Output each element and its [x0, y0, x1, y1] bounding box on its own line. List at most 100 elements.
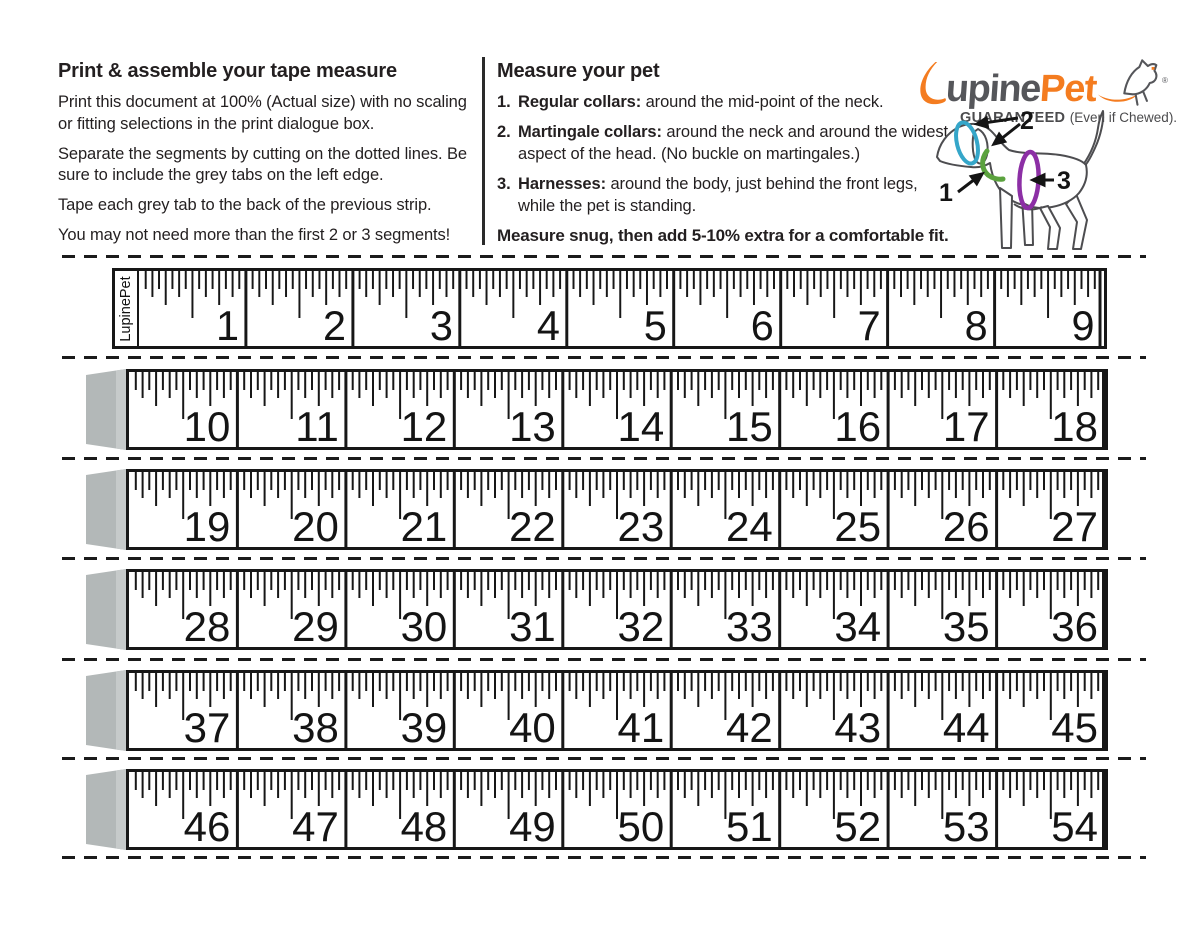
- inch-number: 39: [401, 704, 448, 748]
- item-lead: Regular collars:: [518, 93, 642, 111]
- ruler-scale: 28 29 30 31 32 33 34 35 36: [134, 572, 1105, 647]
- strip-ruler-box: 37 38 39 40 41 42 43 44 45: [126, 670, 1108, 751]
- measure-title: Measure your pet: [497, 60, 660, 82]
- ruler-scale: 46 47 48 49 50 51 52 53 54: [134, 772, 1105, 847]
- logo-upine-text: upine: [944, 68, 1042, 110]
- inch-number: 40: [509, 704, 556, 748]
- inch-number: 22: [509, 503, 556, 547]
- inch-number: 45: [1051, 704, 1098, 748]
- dog-rear-leg-far: [1065, 193, 1088, 250]
- inch-number: 49: [509, 803, 556, 847]
- inch-number: 23: [617, 503, 664, 547]
- inch-number: 52: [834, 803, 881, 847]
- inch-number: 12: [401, 403, 448, 447]
- item-text: around the body, just behind the front l…: [518, 175, 918, 215]
- item-lead: Martingale collars:: [518, 123, 662, 142]
- strip-ruler-box: 10 11 12 13 14 15 16 17 18: [126, 369, 1108, 450]
- logo-registered-mark: ®: [1161, 76, 1168, 85]
- tape-strip-5: 37 38 39 40 41 42 43 44 45: [86, 670, 1108, 751]
- inch-number: 25: [834, 503, 881, 547]
- assembly-paragraph: Separate the segments by cutting on the …: [58, 144, 468, 185]
- dog-front-leg-near: [999, 187, 1013, 249]
- logo-tagline-text: (Even if Chewed).: [1069, 110, 1178, 125]
- inch-number: 5: [644, 302, 667, 346]
- tape-strip-6: 46 47 48 49 50 51 52 53 54: [86, 769, 1108, 850]
- arrow-2b: [1000, 122, 1021, 141]
- measuring-instructions: Measure your pet 1. Regular collars: arou…: [497, 60, 949, 246]
- inch-number: 8: [965, 302, 988, 346]
- column-divider: [482, 57, 485, 245]
- inch-number: 54: [1051, 803, 1098, 847]
- tape-brand-label: LupinePet: [118, 275, 134, 342]
- inch-number: 32: [617, 603, 664, 647]
- diagram-label-2: 2: [1020, 108, 1034, 135]
- assembly-paragraph: Print this document at 100% (Actual size…: [58, 93, 467, 133]
- cut-line: [62, 658, 1146, 661]
- inch-number: 38: [292, 704, 339, 748]
- inch-number: 3: [430, 302, 453, 346]
- assembly-paragraph: You may not need more than the first 2 o…: [58, 225, 451, 244]
- logo-pet-text: Pet: [1038, 68, 1098, 110]
- inch-number: 28: [184, 603, 231, 647]
- inch-number: 31: [509, 603, 556, 647]
- ruler-scale: 19 20 21 22 23 24 25 26 27: [134, 472, 1105, 547]
- inch-number: 44: [943, 704, 990, 748]
- head-band-blue: [954, 120, 980, 166]
- item-text: around the mid-point of the neck.: [641, 93, 884, 111]
- inch-number: 24: [726, 503, 773, 547]
- inch-number: 15: [726, 403, 773, 447]
- tape-strip-2: 10 11 12 13 14 15 16 17 18: [86, 369, 1108, 450]
- grey-assembly-tab: [86, 769, 126, 850]
- strip-ruler-box: LupinePet 1 2 3 4 5 6 7 8 9: [112, 268, 1107, 349]
- inch-number: 17: [943, 403, 990, 447]
- inch-number: 27: [1051, 503, 1098, 547]
- inch-number: 34: [834, 603, 881, 647]
- inch-number: 33: [726, 603, 773, 647]
- assembly-title: Print & assemble your tape measure: [58, 60, 397, 82]
- cut-line: [62, 557, 1146, 560]
- item-text: around the neck and around the widest as…: [518, 123, 948, 163]
- inch-number: 2: [323, 302, 346, 346]
- inch-number: 43: [834, 704, 881, 748]
- arrow-2a: [985, 116, 1019, 125]
- measure-item-regular-collars: 1. Regular collars: around the mid-point …: [497, 92, 949, 113]
- inch-number: 16: [834, 403, 881, 447]
- item-number: 1.: [497, 93, 511, 111]
- logo-l-swoosh-icon: [920, 61, 946, 105]
- cut-line: [62, 255, 1146, 258]
- inch-number: 46: [184, 803, 231, 847]
- inch-number: 35: [943, 603, 990, 647]
- measure-item-martingale-collars: 2. Martingale collars: around the neck an…: [497, 122, 949, 165]
- item-lead: Harnesses:: [518, 175, 606, 194]
- inch-number: 14: [617, 403, 664, 447]
- inch-number: 53: [943, 803, 990, 847]
- logo-dog-head-icon: [1097, 59, 1158, 106]
- inch-number: 11: [295, 403, 339, 447]
- cut-line: [62, 457, 1146, 460]
- dog-rear-leg-near: [1039, 205, 1061, 250]
- inch-number: 37: [184, 704, 231, 748]
- inch-number: 48: [401, 803, 448, 847]
- inch-number: 51: [726, 803, 773, 847]
- cut-line: [62, 856, 1146, 859]
- inch-number: 10: [184, 403, 231, 447]
- cut-line: [62, 757, 1146, 760]
- tape-brand-label-cell: LupinePet: [115, 271, 139, 346]
- ruler-scale: 37 38 39 40 41 42 43 44 45: [134, 673, 1105, 748]
- tape-strip-1: LupinePet 1 2 3 4 5 6 7 8 9: [112, 268, 1107, 349]
- tape-strip-3: 19 20 21 22 23 24 25 26 27: [86, 469, 1108, 550]
- inch-number: 18: [1051, 403, 1098, 447]
- item-number: 2.: [497, 123, 511, 142]
- dog-tail: [1078, 110, 1105, 173]
- inch-number: 4: [537, 302, 560, 346]
- strip-ruler-box: 28 29 30 31 32 33 34 35 36: [126, 569, 1108, 650]
- diagram-label-1: 1: [939, 179, 953, 207]
- measure-item-harnesses: 3. Harnesses: around the body, just behin…: [497, 174, 949, 217]
- inch-number: 26: [943, 503, 990, 547]
- assembly-paragraph: Tape each grey tab to the back of the pr…: [58, 196, 432, 215]
- cut-line: [62, 356, 1146, 359]
- arrow-1: [957, 177, 976, 194]
- inch-number: 47: [292, 803, 339, 847]
- item-number: 3.: [497, 175, 511, 194]
